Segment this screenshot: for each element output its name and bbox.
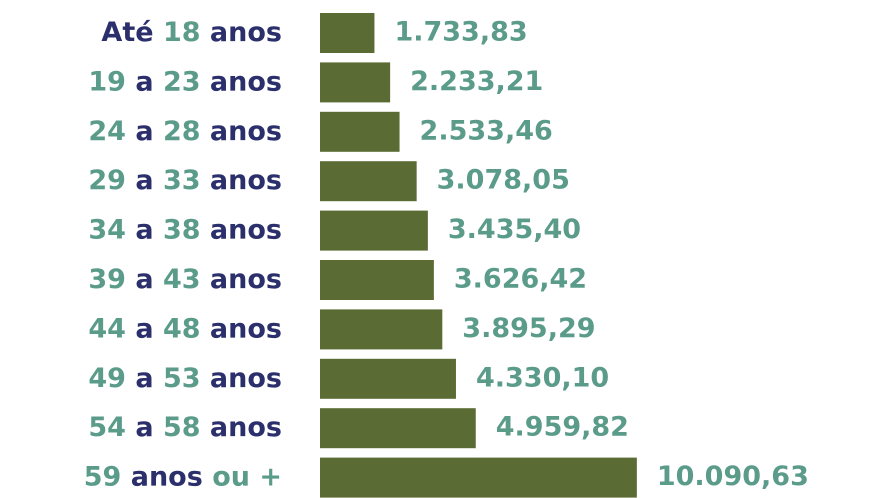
value-label: 4.330,10 [476,362,609,393]
value-label: 2.533,46 [420,115,553,146]
bar [320,260,434,300]
category-label: 24 a 28 anos [88,115,282,146]
value-label: 1.733,83 [394,17,527,48]
category-label: 49 a 53 anos [88,362,282,393]
bar [320,358,456,399]
bar [320,210,428,251]
category-label: 19 a 23 anos [88,66,282,97]
value-label: 10.090,63 [657,461,809,492]
bar [320,62,391,103]
bar [320,13,375,53]
category-label: 59 anos ou + [84,461,282,492]
bar [320,408,476,449]
category-label: Até 18 anos [101,17,282,48]
bar [320,111,400,152]
category-label: 34 a 38 anos [88,214,282,245]
category-label: 39 a 43 anos [88,264,282,295]
value-label: 3.078,05 [437,165,570,196]
category-label: 54 a 58 anos [88,412,282,443]
category-label: 44 a 48 anos [88,313,282,344]
bar [320,161,417,202]
value-label: 3.435,40 [448,214,581,245]
value-label: 3.895,29 [462,313,595,344]
category-label: 29 a 33 anos [88,165,282,196]
bar [320,309,443,350]
bar [320,457,637,498]
value-label: 2.233,21 [410,66,543,97]
value-label: 4.959,82 [496,412,629,443]
value-label: 3.626,42 [454,264,587,295]
